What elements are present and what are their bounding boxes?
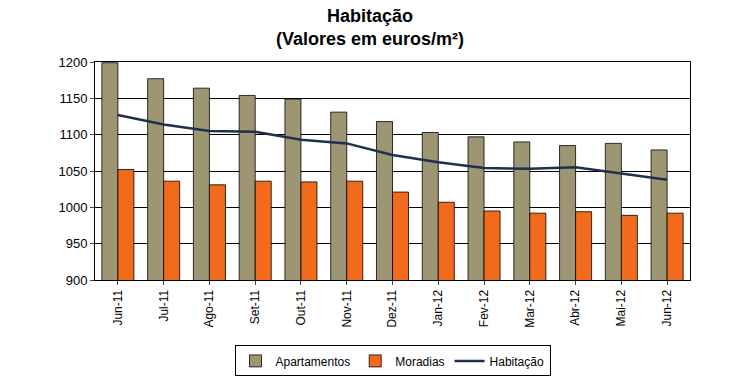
svg-text:Ago-11: Ago-11: [202, 289, 216, 327]
svg-text:Moradias: Moradias: [395, 355, 444, 369]
svg-text:Jan-12: Jan-12: [431, 289, 445, 326]
svg-text:1100: 1100: [59, 127, 87, 142]
svg-text:Nov-11: Nov-11: [340, 289, 354, 327]
svg-text:1000: 1000: [58, 200, 87, 215]
svg-text:Out-11: Out-11: [294, 289, 308, 325]
svg-text:1050: 1050: [58, 164, 87, 179]
svg-text:Jun-11: Jun-11: [111, 289, 125, 325]
svg-text:1150: 1150: [59, 91, 87, 106]
svg-text:1200: 1200: [58, 55, 87, 70]
svg-text:Habitação(Valores em euros/m²): Habitação(Valores em euros/m²): [276, 6, 464, 49]
svg-text:Mai-12: Mai-12: [614, 289, 628, 326]
svg-text:Abr-12: Abr-12: [568, 289, 582, 325]
svg-text:Fev-12: Fev-12: [477, 289, 491, 327]
svg-text:900: 900: [66, 273, 88, 288]
svg-text:Apartamentos: Apartamentos: [276, 355, 351, 369]
svg-text:Mar-12: Mar-12: [523, 289, 537, 327]
svg-text:Habitação: Habitação: [490, 355, 544, 369]
svg-text:Dez-11: Dez-11: [385, 289, 399, 327]
svg-text:Set-11: Set-11: [248, 289, 262, 324]
svg-text:Jun-12: Jun-12: [660, 289, 674, 326]
svg-text:Jul-11: Jul-11: [157, 289, 171, 321]
svg-text:950: 950: [66, 236, 88, 251]
